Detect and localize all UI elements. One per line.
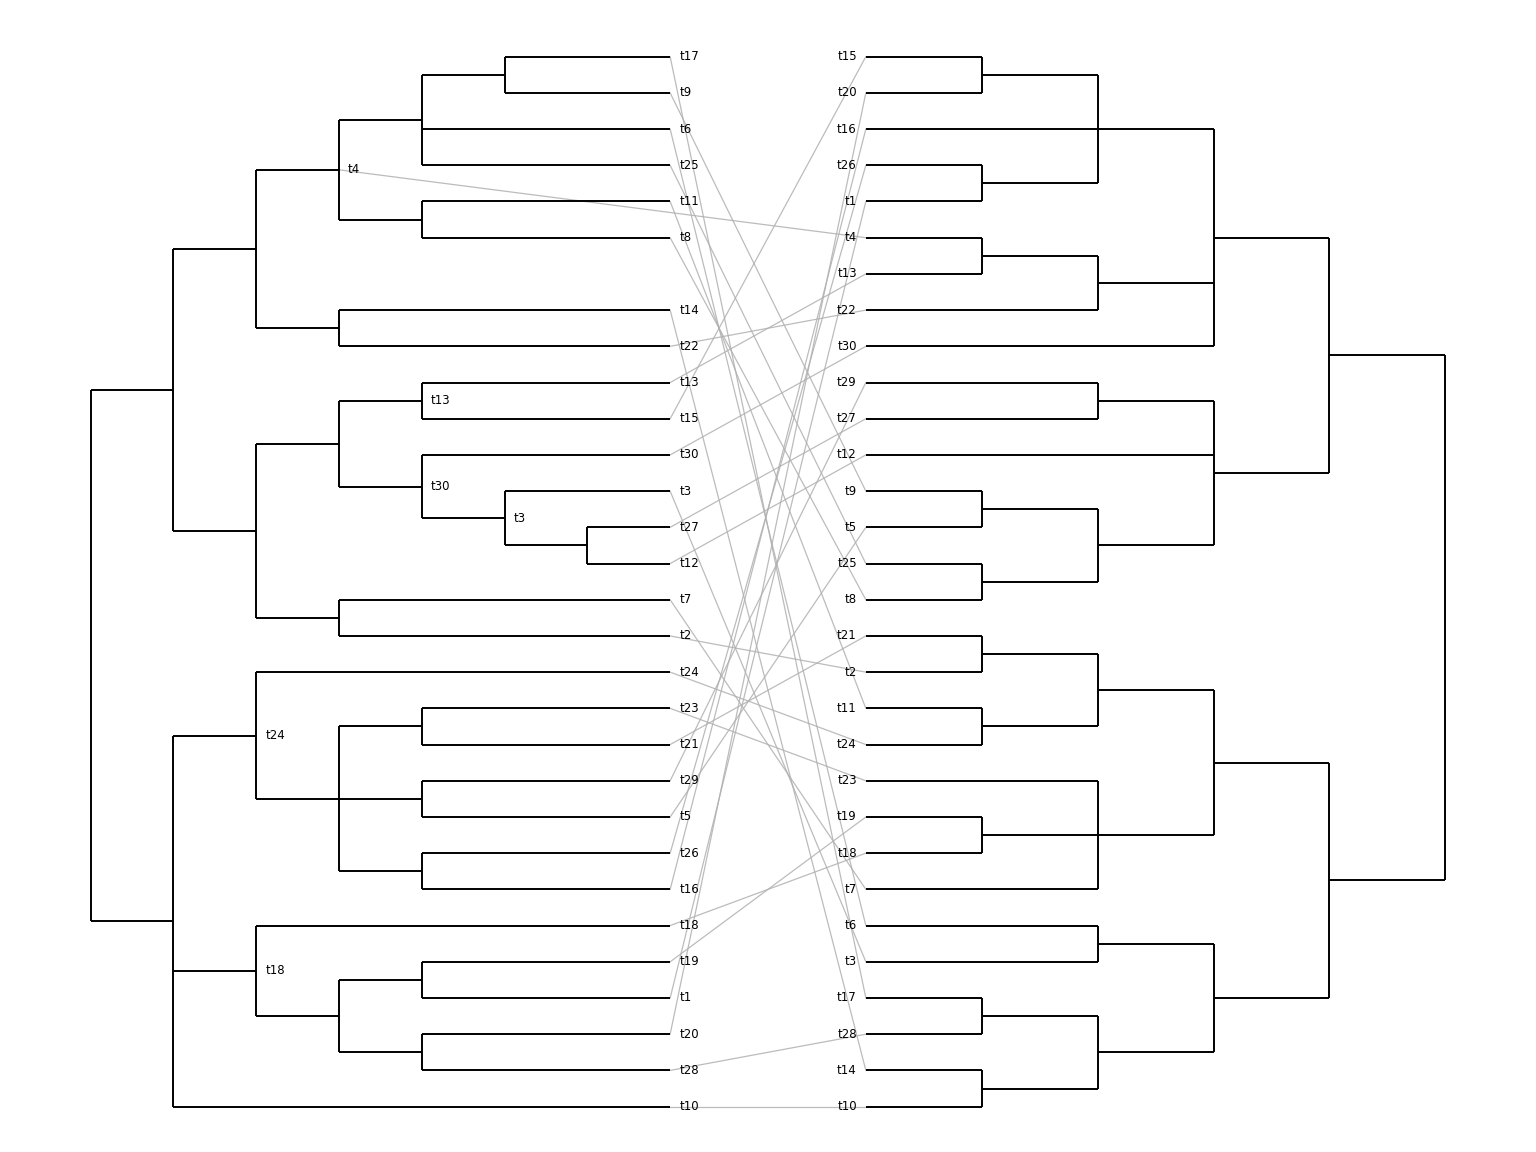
Text: t10: t10: [679, 1100, 699, 1113]
Text: t23: t23: [679, 702, 699, 715]
Text: t1: t1: [679, 992, 691, 1005]
Text: t27: t27: [837, 412, 857, 425]
Text: t7: t7: [679, 593, 691, 606]
Text: t2: t2: [845, 666, 857, 679]
Text: t6: t6: [679, 122, 691, 136]
Text: t9: t9: [679, 86, 691, 99]
Text: t24: t24: [266, 729, 286, 742]
Text: t1: t1: [845, 195, 857, 209]
Text: t24: t24: [679, 666, 699, 679]
Text: t6: t6: [845, 919, 857, 932]
Text: t11: t11: [837, 702, 857, 715]
Text: t2: t2: [679, 629, 691, 643]
Text: t27: t27: [679, 521, 699, 533]
Text: t5: t5: [679, 811, 691, 824]
Text: t17: t17: [679, 51, 699, 63]
Text: t20: t20: [837, 86, 857, 99]
Text: t4: t4: [349, 164, 361, 176]
Text: t30: t30: [430, 480, 450, 493]
Text: t19: t19: [679, 955, 699, 969]
Text: t13: t13: [430, 394, 450, 407]
Text: t13: t13: [679, 376, 699, 389]
Text: t3: t3: [845, 955, 857, 969]
Text: t16: t16: [679, 882, 699, 896]
Text: t18: t18: [679, 919, 699, 932]
Text: t30: t30: [837, 340, 857, 353]
Text: t4: t4: [845, 232, 857, 244]
Text: t20: t20: [679, 1028, 699, 1040]
Text: t28: t28: [679, 1064, 699, 1077]
Text: t30: t30: [679, 448, 699, 462]
Text: t18: t18: [266, 964, 284, 977]
Text: t26: t26: [679, 847, 699, 859]
Text: t21: t21: [837, 629, 857, 643]
Text: t10: t10: [837, 1100, 857, 1113]
Text: t12: t12: [837, 448, 857, 462]
Text: t22: t22: [837, 304, 857, 317]
Text: t13: t13: [837, 267, 857, 280]
Text: t11: t11: [679, 195, 699, 209]
Text: t18: t18: [837, 847, 857, 859]
Text: t7: t7: [845, 882, 857, 896]
Text: t17: t17: [837, 992, 857, 1005]
Text: t24: t24: [837, 738, 857, 751]
Text: t25: t25: [679, 159, 699, 172]
Text: t3: t3: [513, 511, 525, 525]
Text: t22: t22: [679, 340, 699, 353]
Text: t16: t16: [837, 122, 857, 136]
Text: t3: t3: [679, 485, 691, 498]
Text: t28: t28: [837, 1028, 857, 1040]
Text: t15: t15: [679, 412, 699, 425]
Text: t19: t19: [837, 811, 857, 824]
Text: t15: t15: [837, 51, 857, 63]
Text: t23: t23: [837, 774, 857, 787]
Text: t8: t8: [679, 232, 691, 244]
Text: t26: t26: [837, 159, 857, 172]
Text: t12: t12: [679, 558, 699, 570]
Text: t14: t14: [837, 1064, 857, 1077]
Text: t29: t29: [837, 376, 857, 389]
Text: t8: t8: [845, 593, 857, 606]
Text: t21: t21: [679, 738, 699, 751]
Text: t25: t25: [837, 558, 857, 570]
Text: t29: t29: [679, 774, 699, 787]
Text: t14: t14: [679, 304, 699, 317]
Text: t9: t9: [845, 485, 857, 498]
Text: t5: t5: [845, 521, 857, 533]
